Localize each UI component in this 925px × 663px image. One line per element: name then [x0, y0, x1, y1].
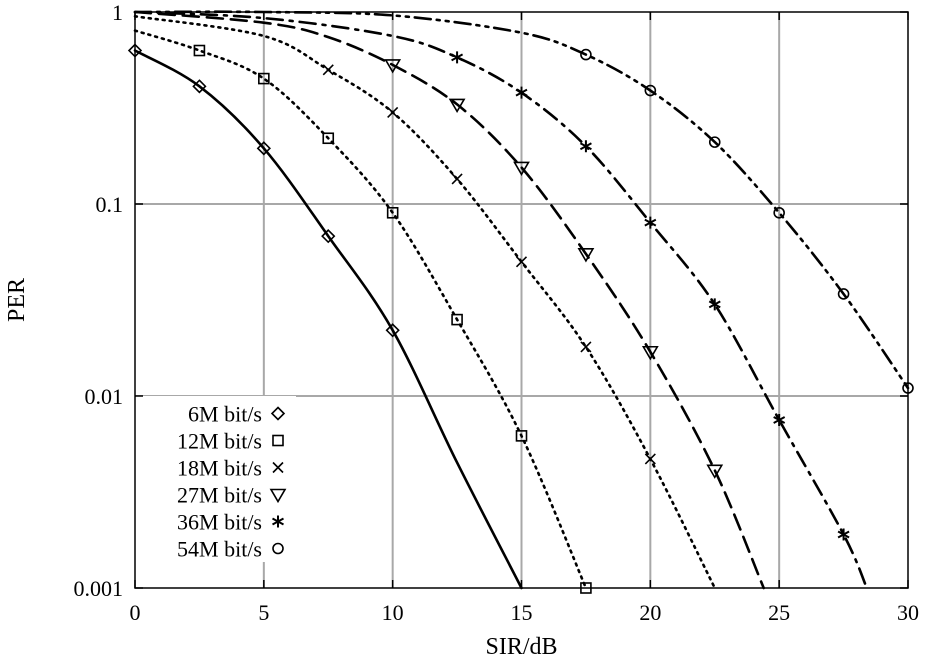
data-point-series-2: [193, 44, 206, 57]
data-point-series-4: [448, 98, 466, 114]
data-point-series-1: [256, 141, 271, 156]
data-point-series-5: [515, 86, 528, 99]
data-point-series-3: [451, 173, 463, 185]
data-point-series-1: [321, 229, 336, 244]
series-line-1: [133, 49, 523, 590]
legend-marker: [272, 515, 284, 528]
data-point-series-2: [322, 132, 335, 145]
x-tick-label: 10: [382, 600, 404, 625]
legend-label: 54M bit/s: [177, 537, 262, 562]
data-point-series-5: [708, 298, 721, 311]
data-point-series-3: [387, 106, 399, 118]
data-point-series-5: [644, 216, 657, 229]
data-point-series-1: [385, 323, 400, 338]
data-point-series-1: [192, 79, 207, 94]
series-line-2: [133, 29, 588, 590]
legend-marker: [272, 434, 284, 447]
data-point-series-4: [706, 464, 724, 479]
data-point-series-4: [513, 161, 530, 177]
series-line-4: [133, 10, 765, 590]
data-point-series-5: [837, 528, 850, 541]
x-tick-label: 15: [511, 600, 533, 625]
legend-marker: [269, 488, 287, 504]
series-markers: [127, 43, 914, 594]
y-axis-label: PER: [4, 278, 30, 322]
y-tick-label: 0.1: [96, 192, 124, 217]
legend-marker: [270, 406, 286, 421]
data-point-series-3: [644, 453, 656, 465]
data-point-series-4: [577, 248, 595, 263]
data-point-series-2: [386, 206, 399, 219]
data-point-series-3: [322, 64, 334, 76]
x-tick-label: 0: [130, 600, 141, 625]
axis-ticks: 0 5 10 15 20 25 30 0.001 0.01 0.1 1: [74, 0, 920, 625]
y-tick-label: 1: [112, 0, 123, 25]
x-tick-label: 25: [768, 600, 790, 625]
data-point-series-5: [451, 51, 464, 64]
data-point-series-3: [580, 341, 592, 353]
series-line-3: [133, 15, 717, 590]
data-point-series-5: [579, 140, 592, 153]
data-point-series-2: [451, 313, 463, 326]
y-tick-label: 0.01: [85, 384, 124, 409]
data-point-series-5: [773, 413, 786, 426]
legend-label: 36M bit/s: [177, 510, 262, 535]
y-tick-label: 0.001: [74, 576, 124, 601]
legend-background: [136, 396, 296, 562]
data-point-series-4: [384, 59, 402, 74]
data-point-series-2: [515, 430, 528, 442]
data-point-series-4: [641, 345, 659, 361]
x-tick-label: 30: [897, 600, 919, 625]
data-point-series-6: [644, 84, 657, 97]
x-tick-label: 5: [258, 600, 269, 625]
legend-label: 6M bit/s: [188, 402, 262, 427]
data-point-series-2: [258, 72, 270, 85]
legend-marker: [272, 542, 284, 555]
x-axis-label: SIR/dB: [485, 634, 557, 660]
data-point-series-6: [837, 288, 850, 300]
data-point-series-6: [773, 206, 785, 219]
legend-label: 12M bit/s: [177, 429, 262, 454]
legend-label: 18M bit/s: [177, 456, 262, 481]
data-point-series-6: [708, 136, 721, 148]
legend-marker: [272, 461, 284, 474]
x-tick-label: 20: [639, 600, 661, 625]
legend-label: 27M bit/s: [177, 483, 262, 508]
data-point-series-3: [515, 256, 528, 268]
data-point-series-6: [580, 48, 592, 61]
